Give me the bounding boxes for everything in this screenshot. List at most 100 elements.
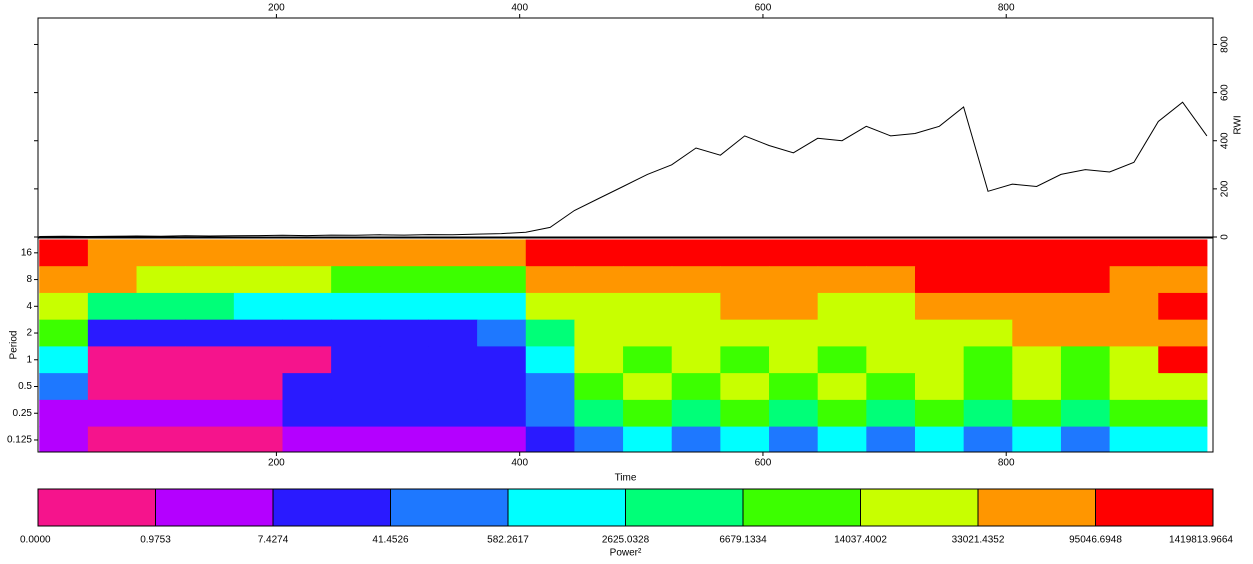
power-cell — [1060, 292, 1111, 321]
power-cell — [282, 292, 332, 321]
cells — [39, 239, 1208, 452]
x-tick-label: 800 — [998, 458, 1015, 469]
power-cell — [963, 399, 1013, 428]
power-cell — [769, 426, 819, 452]
power-cell — [87, 346, 138, 374]
power-cell — [769, 346, 819, 374]
x-tick-label: 400 — [511, 458, 528, 469]
power-cell — [282, 426, 332, 452]
power-cell — [282, 373, 332, 401]
x-tick-label: 600 — [755, 3, 772, 14]
power-cell — [963, 319, 1013, 347]
power-cell — [428, 346, 478, 374]
power-cell — [379, 319, 429, 347]
power-cell — [428, 373, 478, 401]
power-cell — [39, 346, 89, 374]
power-cell — [185, 319, 235, 347]
power-cell — [817, 399, 867, 428]
power-cell — [525, 346, 575, 374]
power-cell — [914, 292, 965, 321]
colorbar-band — [625, 488, 744, 527]
colorbar-label: 33021.4352 — [952, 535, 1005, 546]
power-cell — [282, 399, 332, 428]
power-cell — [477, 426, 527, 452]
power-cell — [87, 292, 138, 321]
colorbar-band — [507, 488, 626, 527]
y-tick-label: 4 — [26, 301, 32, 312]
colorbar-label: 582.2617 — [487, 535, 529, 546]
colorbar-label: 14037.4002 — [834, 535, 887, 546]
power-cell — [136, 239, 186, 267]
power-cell — [525, 266, 575, 294]
colorbar-band — [390, 488, 509, 527]
power-cell — [331, 399, 381, 428]
power-cell — [1109, 426, 1159, 452]
power-cell — [671, 399, 721, 428]
power-cell — [720, 239, 770, 267]
power-cell — [1109, 266, 1159, 294]
wavelet-panel: 200 400 600 800 0.125 0.25 0.5 1 2 4 8 16 Time Period — [7, 237, 1214, 484]
power-cell — [331, 266, 381, 294]
y2-tick-label: 400 — [1220, 132, 1231, 149]
y-tick-label: 0.25 — [13, 408, 33, 419]
power-cell — [623, 399, 673, 428]
power-cell — [720, 266, 770, 294]
colorbar: 0.0000 0.9753 7.4274 41.4526 582.2617 2625.03… — [20, 488, 1233, 559]
power-cell — [331, 346, 381, 374]
power-cell — [769, 266, 819, 294]
power-cell — [1060, 239, 1111, 267]
power-cell — [39, 399, 89, 428]
power-cell — [282, 346, 332, 374]
power-cell — [477, 239, 527, 267]
power-cell — [428, 239, 478, 267]
power-cell — [525, 292, 575, 321]
power-cell — [136, 373, 186, 401]
power-cell — [39, 266, 89, 294]
colorbar-label: 95046.6948 — [1069, 535, 1122, 546]
power-cell — [477, 319, 527, 347]
power-cell — [233, 373, 283, 401]
power-cell — [233, 426, 283, 452]
power-cell — [282, 266, 332, 294]
colorbar-label: 1419813.9664 — [1169, 535, 1233, 546]
power-cell — [574, 426, 624, 452]
power-cell — [1158, 399, 1208, 428]
power-cell — [963, 239, 1013, 267]
power-cell — [39, 426, 89, 452]
power-cell — [1109, 346, 1159, 374]
y2-tick-label: 600 — [1220, 84, 1231, 101]
power-cell — [1012, 239, 1062, 267]
power-cell — [671, 319, 721, 347]
power-cell — [282, 319, 332, 347]
power-cell — [1109, 399, 1159, 428]
power-cell — [379, 292, 429, 321]
power-cell — [1012, 399, 1062, 428]
colorbar-band — [272, 488, 391, 527]
power-cell — [1158, 373, 1208, 401]
power-cell — [769, 239, 819, 267]
power-cell — [185, 373, 235, 401]
power-cell — [914, 373, 965, 401]
power-cell — [1012, 426, 1062, 452]
power-cell — [866, 399, 916, 428]
power-cell — [39, 239, 89, 267]
power-cell — [963, 266, 1013, 294]
power-cell — [1012, 319, 1062, 347]
power-cell — [574, 239, 624, 267]
power-cell — [136, 399, 186, 428]
power-cell — [185, 239, 235, 267]
power-cell — [623, 319, 673, 347]
power-cell — [914, 266, 965, 294]
y-tick-label: 1 — [26, 354, 32, 365]
power-cell — [379, 399, 429, 428]
colorbar-band — [155, 488, 274, 527]
power-cell — [87, 399, 138, 428]
power-cell — [866, 239, 916, 267]
power-cell — [379, 426, 429, 452]
power-cell — [720, 346, 770, 374]
power-cell — [136, 319, 186, 347]
power-cell — [331, 373, 381, 401]
power-cell — [1060, 319, 1111, 347]
x-tick-label: 200 — [268, 458, 285, 469]
